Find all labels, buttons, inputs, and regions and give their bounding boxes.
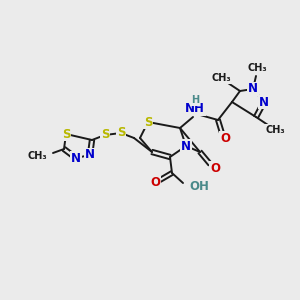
Text: H: H <box>191 95 199 105</box>
Text: N: N <box>85 148 95 161</box>
Text: NH: NH <box>185 103 205 116</box>
Text: O: O <box>210 161 220 175</box>
Text: N: N <box>248 82 258 95</box>
Text: O: O <box>150 176 160 190</box>
Text: S: S <box>144 116 152 128</box>
Text: OH: OH <box>189 179 209 193</box>
Text: CH₃: CH₃ <box>211 73 231 83</box>
Text: O: O <box>220 131 230 145</box>
Text: CH₃: CH₃ <box>247 63 267 73</box>
Text: S: S <box>101 128 109 142</box>
Text: N: N <box>259 95 269 109</box>
Text: CH₃: CH₃ <box>265 125 285 135</box>
Text: CH₃: CH₃ <box>27 151 47 161</box>
Text: N: N <box>181 140 191 152</box>
Text: S: S <box>62 128 70 140</box>
Text: N: N <box>71 152 81 164</box>
Text: S: S <box>117 127 125 140</box>
